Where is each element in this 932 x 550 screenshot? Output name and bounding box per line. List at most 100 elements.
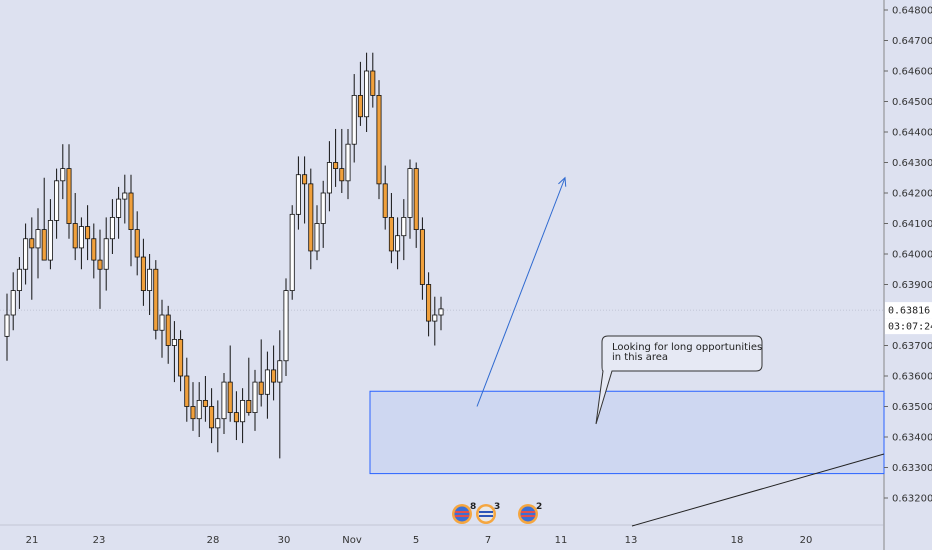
candle-bull — [351, 95, 357, 145]
price-tick-label: 0.63700 — [892, 341, 932, 352]
candle-bear — [41, 229, 47, 261]
candle-bear — [128, 192, 134, 230]
candle-bull — [289, 213, 295, 292]
candle-bull — [432, 314, 438, 322]
event-badge[interactable]: 3 — [476, 502, 500, 524]
candle-bull — [345, 143, 351, 182]
time-tick-label: 13 — [625, 535, 638, 546]
candle-bull — [221, 381, 227, 420]
candle-bear — [382, 183, 388, 218]
price-tick-label: 0.63200 — [892, 494, 932, 505]
candle-bull — [16, 268, 22, 292]
time-tick-label: Nov — [342, 535, 362, 546]
candle-bear — [97, 259, 103, 270]
projection-arrow-line[interactable] — [476, 177, 566, 407]
time-tick-label: 5 — [413, 535, 419, 546]
countdown-box — [885, 318, 932, 335]
candle-bull — [10, 290, 16, 316]
candle-bear — [184, 375, 190, 407]
event-badge[interactable]: 8 — [452, 502, 476, 524]
candle-bear — [357, 95, 363, 118]
flag-stripe — [521, 515, 535, 517]
projection-arrow-head — [558, 176, 567, 187]
price-axis[interactable]: 0.64800 0.64700 0.64600 0.64500 0.64400 0.643… — [884, 6, 932, 505]
candle-bear — [339, 168, 345, 182]
candle-bear — [413, 168, 419, 231]
time-tick-label: 7 — [485, 535, 491, 546]
candle-bear — [134, 229, 140, 258]
time-tick-label: 11 — [555, 535, 568, 546]
candle-bear — [29, 238, 35, 249]
candle-bull — [109, 216, 115, 240]
price-tick-label: 0.63300 — [892, 463, 932, 474]
demand-zone-rectangle[interactable] — [369, 390, 885, 475]
candle-bear — [419, 229, 425, 285]
candle-bull — [171, 338, 177, 346]
candle-bear — [66, 168, 72, 224]
price-tick-label: 0.63600 — [892, 372, 932, 383]
badge-count: 2 — [536, 502, 542, 512]
candle-bear — [91, 238, 97, 261]
time-axis[interactable]: 21 23 28 30 Nov 5 7 11 13 18 20 — [26, 535, 813, 546]
candle-bear — [376, 95, 382, 185]
flag-stripe — [479, 515, 493, 517]
candle-bear — [233, 412, 239, 423]
time-tick-label: 23 — [93, 535, 106, 546]
candle-bear — [302, 174, 308, 185]
price-tick-label: 0.63900 — [892, 280, 932, 291]
candle-bull — [78, 226, 84, 249]
trendline[interactable] — [631, 453, 885, 527]
candle-bull — [35, 229, 41, 249]
event-badge[interactable]: 2 — [518, 502, 542, 524]
time-tick-label: 30 — [278, 535, 291, 546]
candle-bear — [271, 369, 277, 383]
candle-bull — [215, 418, 221, 429]
candle-bull — [147, 268, 153, 292]
candle-bear — [140, 256, 146, 291]
candle-bull — [116, 198, 122, 218]
candle-bull — [295, 174, 301, 215]
candle-bear — [333, 162, 339, 169]
candle-bear — [370, 70, 376, 96]
candle-bull — [438, 308, 444, 316]
candle-bear — [153, 268, 159, 331]
candle-bear — [165, 314, 171, 346]
callout-bubble — [595, 335, 763, 425]
price-tick-label: 0.64600 — [892, 67, 932, 78]
flag-stripe — [455, 511, 469, 513]
candle-bear — [202, 399, 208, 407]
candle-bull — [60, 168, 66, 182]
candle-bear — [308, 183, 314, 252]
candle-bull — [4, 314, 10, 337]
demand-zone-layer — [369, 390, 885, 475]
candle-bear — [190, 406, 196, 420]
flag-stripe — [455, 515, 469, 517]
candle-bear — [85, 226, 91, 240]
candle-bear — [246, 399, 252, 413]
current-price-label: 0.63816 — [888, 306, 930, 317]
event-badges: 8 3 2 — [452, 502, 542, 524]
candle-bear — [426, 284, 432, 322]
candle-bull — [23, 238, 29, 270]
price-tick-label: 0.64100 — [892, 219, 932, 230]
candle-bull — [54, 180, 60, 221]
current-price-box — [885, 302, 932, 319]
candle-bull — [320, 192, 326, 224]
candle-bull — [364, 70, 370, 118]
price-tick-label: 0.64400 — [892, 128, 932, 139]
candle-bull — [103, 238, 109, 270]
price-tick-label: 0.64300 — [892, 158, 932, 169]
callout-text-line: Looking for long opportunities — [612, 342, 762, 353]
flag-icon — [478, 506, 494, 522]
candle-bear — [72, 223, 78, 249]
candle-bull — [277, 360, 283, 383]
candle-bear — [178, 338, 184, 377]
candle-bull — [159, 314, 165, 331]
candle-bear — [227, 381, 233, 414]
candle-bull — [283, 290, 289, 362]
flag-stripe — [521, 511, 535, 513]
flag-icon — [454, 506, 470, 522]
